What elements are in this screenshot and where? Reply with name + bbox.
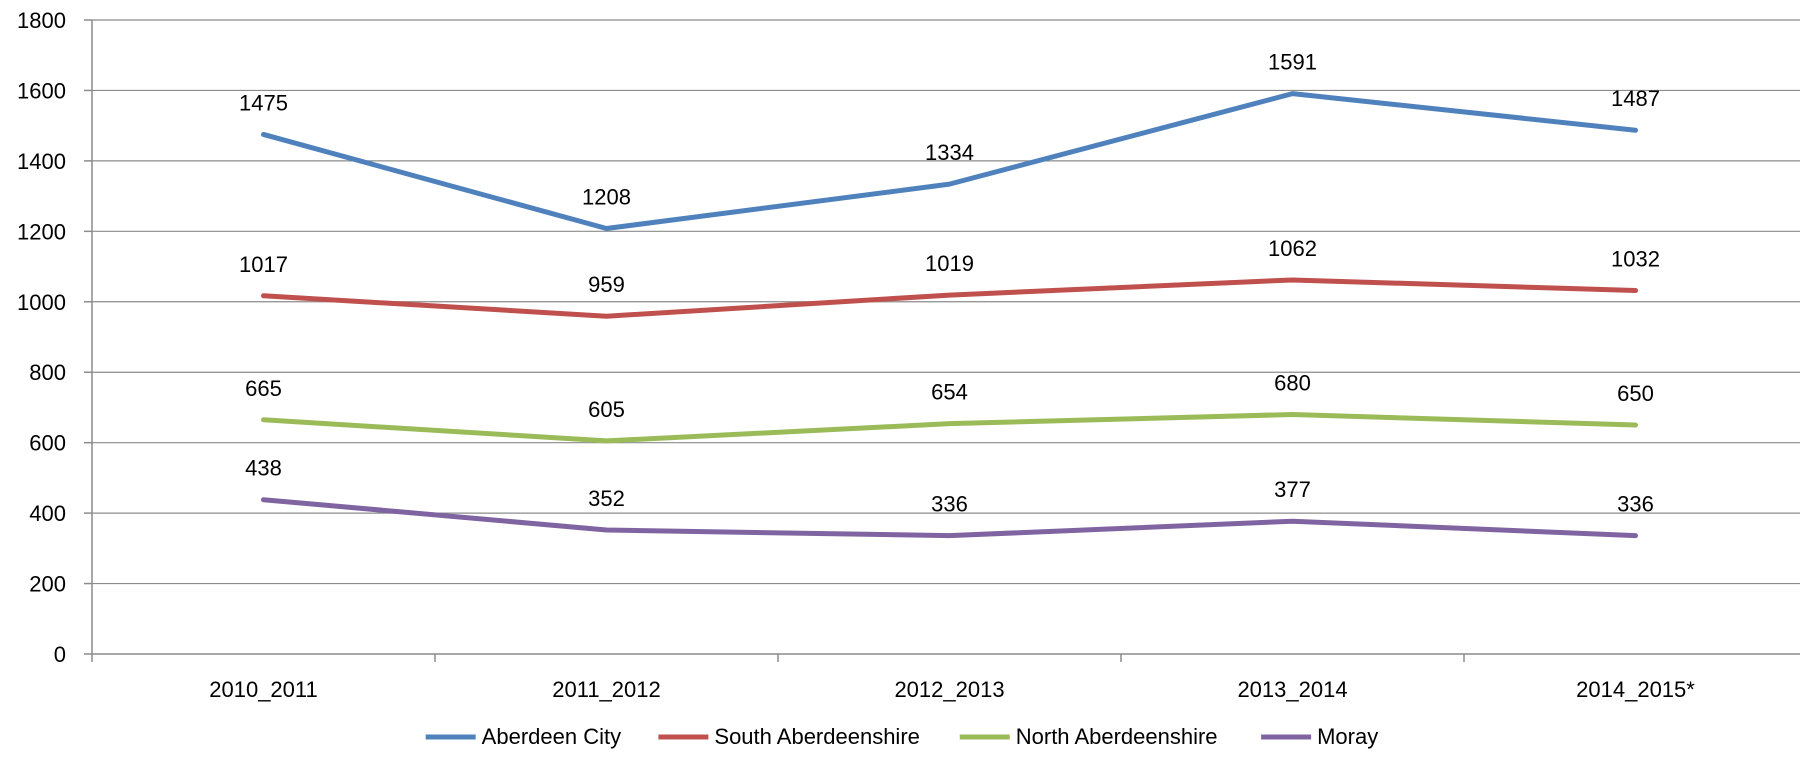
series-line-aberdeen-city xyxy=(261,91,1638,232)
y-tick-label: 1800 xyxy=(17,8,66,33)
x-tick-label: 2012_2013 xyxy=(894,677,1004,702)
data-label: 336 xyxy=(1617,492,1654,517)
legend-item: Moray xyxy=(1261,724,1378,749)
axis-layer: 0 200 400 600 800 1000 1200 1400 1600 1800 2010_20… xyxy=(17,8,1800,702)
legend-label: Moray xyxy=(1317,724,1378,749)
legend-item: Aberdeen City xyxy=(425,724,621,749)
data-label: 1487 xyxy=(1611,86,1660,111)
data-label: 438 xyxy=(245,456,282,481)
data-label: 377 xyxy=(1274,477,1311,502)
data-label: 1032 xyxy=(1611,247,1660,272)
x-tick-label: 2014_2015* xyxy=(1576,677,1695,702)
legend: Aberdeen City South Aberdeenshire North Ab… xyxy=(425,724,1378,749)
y-tick-label: 0 xyxy=(54,642,66,667)
data-label: 605 xyxy=(588,397,625,422)
data-label: 352 xyxy=(588,486,625,511)
y-tick-label: 800 xyxy=(29,360,66,385)
data-label: 1208 xyxy=(582,185,631,210)
y-tick-label: 200 xyxy=(29,572,66,597)
y-tick-label: 1600 xyxy=(17,78,66,103)
data-label-layer: 1475 1208 1334 1591 1487 1017 959 1019 1062 1032 6… xyxy=(239,50,1660,517)
series-line-south-aberdeenshire xyxy=(261,277,1638,319)
legend-item: North Aberdeenshire xyxy=(959,724,1218,749)
data-label: 650 xyxy=(1617,381,1654,406)
data-label: 959 xyxy=(588,272,625,297)
data-label: 1591 xyxy=(1268,50,1317,75)
data-label: 336 xyxy=(931,492,968,517)
data-label: 1475 xyxy=(239,90,288,115)
y-tick-label: 1200 xyxy=(17,219,66,244)
y-tick-label: 400 xyxy=(29,501,66,526)
y-tick-label: 1000 xyxy=(17,290,66,315)
data-label: 1062 xyxy=(1268,236,1317,261)
series-line-moray xyxy=(261,497,1638,539)
legend-label: Aberdeen City xyxy=(482,724,621,749)
data-label: 680 xyxy=(1274,370,1311,395)
data-label: 1017 xyxy=(239,252,288,277)
series-line-north-aberdeenshire xyxy=(261,411,1638,444)
y-tick-label: 600 xyxy=(29,431,66,456)
data-label: 1334 xyxy=(925,140,974,165)
y-tick-label: 1400 xyxy=(17,149,66,174)
x-tick-label: 2013_2014 xyxy=(1237,677,1347,702)
data-label: 1019 xyxy=(925,251,974,276)
x-tick-label: 2011_2012 xyxy=(552,677,661,702)
data-label: 665 xyxy=(245,376,282,401)
x-tick-label: 2010_2011 xyxy=(209,677,318,702)
series-layer xyxy=(261,91,1638,539)
legend-label: North Aberdeenshire xyxy=(1016,724,1218,749)
data-label: 654 xyxy=(931,380,968,405)
legend-item: South Aberdeenshire xyxy=(658,724,920,749)
legend-label: South Aberdeenshire xyxy=(714,724,920,749)
